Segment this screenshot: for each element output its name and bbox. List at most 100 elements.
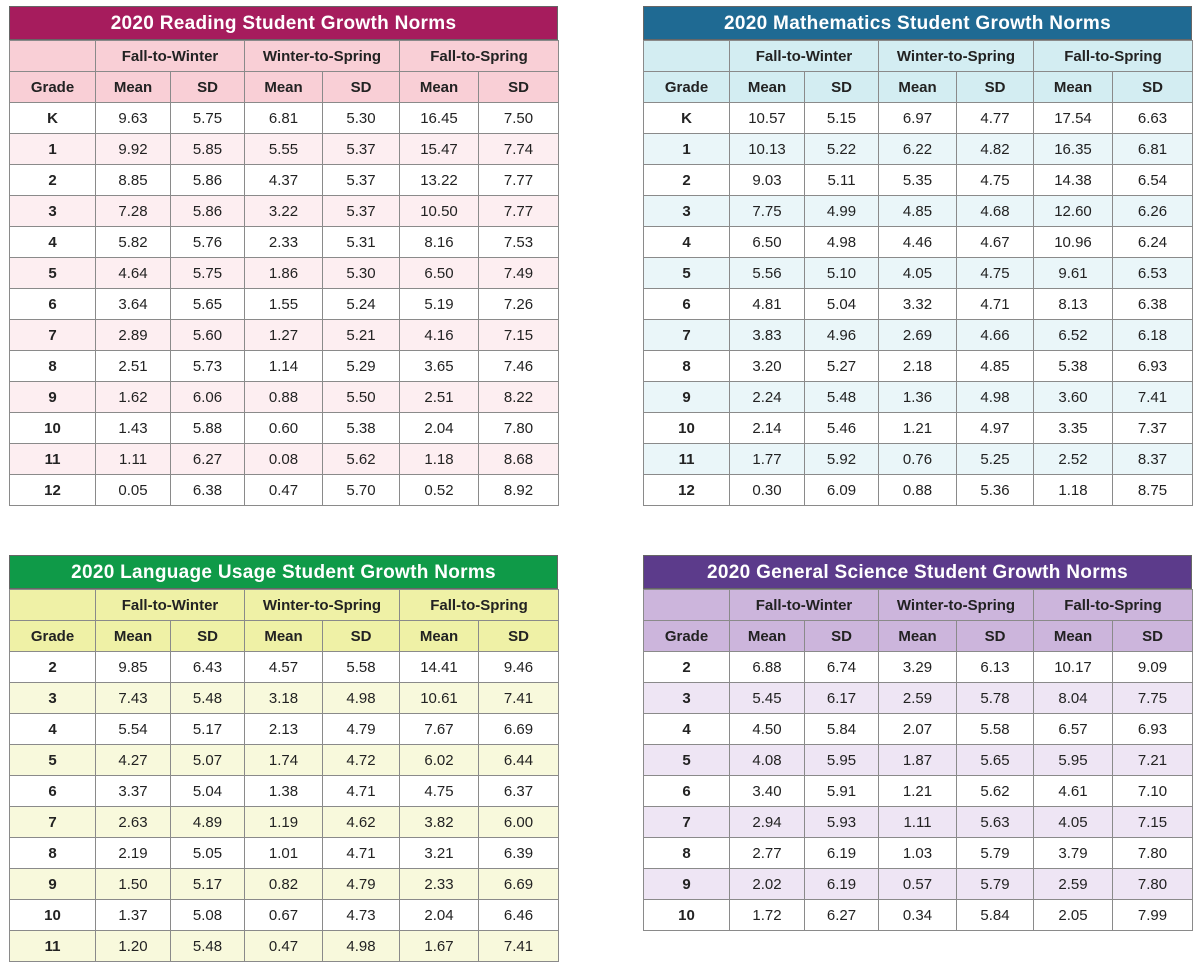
grade-cell: 3 — [9, 195, 96, 227]
data-row: 4 5.54 5.17 2.13 4.79 7.67 6.69 — [9, 713, 559, 745]
grade-cell: 8 — [9, 837, 96, 869]
value-cell: 4.05 — [878, 257, 957, 289]
value-cell: 4.61 — [1033, 775, 1113, 807]
data-row: 11 1.11 6.27 0.08 5.62 1.18 8.68 — [9, 443, 559, 475]
value-cell: 6.24 — [1112, 226, 1193, 258]
data-row: 12 0.30 6.09 0.88 5.36 1.18 8.75 — [643, 474, 1193, 506]
grade-cell: 9 — [9, 868, 96, 900]
grade-cell: 12 — [643, 474, 730, 506]
value-cell: 2.69 — [878, 319, 957, 351]
value-cell: 4.75 — [956, 164, 1034, 196]
grade-cell: 3 — [9, 682, 96, 714]
data-row: 5 4.08 5.95 1.87 5.65 5.95 7.21 — [643, 744, 1193, 776]
value-cell: 5.17 — [170, 868, 245, 900]
value-cell: 5.04 — [170, 775, 245, 807]
value-cell: 6.26 — [1112, 195, 1193, 227]
value-cell: 10.13 — [729, 133, 805, 165]
value-cell: 0.47 — [244, 474, 323, 506]
data-row: 10 2.14 5.46 1.21 4.97 3.35 7.37 — [643, 412, 1193, 444]
data-row: 8 2.51 5.73 1.14 5.29 3.65 7.46 — [9, 350, 559, 382]
value-cell: 7.37 — [1112, 412, 1193, 444]
data-row: 9 1.50 5.17 0.82 4.79 2.33 6.69 — [9, 868, 559, 900]
column-header: Mean — [878, 71, 957, 103]
group-header-row: Fall-to-Winter Winter-to-Spring Fall-to-Sp… — [9, 40, 559, 72]
value-cell: 7.41 — [478, 930, 559, 962]
value-cell: 4.64 — [95, 257, 171, 289]
data-row: 9 1.62 6.06 0.88 5.50 2.51 8.22 — [9, 381, 559, 413]
value-cell: 5.25 — [956, 443, 1034, 475]
value-cell: 9.03 — [729, 164, 805, 196]
value-cell: 1.11 — [878, 806, 957, 838]
value-cell: 6.19 — [804, 868, 879, 900]
value-cell: 4.05 — [1033, 806, 1113, 838]
value-cell: 6.13 — [956, 651, 1034, 683]
group-header: Winter-to-Spring — [244, 589, 400, 621]
value-cell: 4.98 — [804, 226, 879, 258]
value-cell: 4.82 — [956, 133, 1034, 165]
value-cell: 4.98 — [956, 381, 1034, 413]
value-cell: 6.38 — [170, 474, 245, 506]
value-cell: 5.88 — [170, 412, 245, 444]
data-row: 12 0.05 6.38 0.47 5.70 0.52 8.92 — [9, 474, 559, 506]
table-title: 2020 General Science Student Growth Norm… — [643, 555, 1192, 589]
value-cell: 4.71 — [322, 837, 400, 869]
value-cell: 8.16 — [399, 226, 479, 258]
column-header: Mean — [1033, 620, 1113, 652]
column-header: SD — [804, 71, 879, 103]
value-cell: 7.49 — [478, 257, 559, 289]
grade-cell: K — [643, 102, 730, 134]
group-header: Fall-to-Winter — [95, 589, 245, 621]
value-cell: 1.62 — [95, 381, 171, 413]
data-row: 7 3.83 4.96 2.69 4.66 6.52 6.18 — [643, 319, 1193, 351]
value-cell: 1.03 — [878, 837, 957, 869]
column-header: Mean — [244, 71, 323, 103]
column-header: SD — [478, 620, 559, 652]
value-cell: 5.31 — [322, 226, 400, 258]
value-cell: 6.69 — [478, 868, 559, 900]
value-cell: 6.74 — [804, 651, 879, 683]
value-cell: 2.05 — [1033, 899, 1113, 931]
value-cell: 2.52 — [1033, 443, 1113, 475]
value-cell: 2.63 — [95, 806, 171, 838]
grade-cell: 9 — [643, 868, 730, 900]
value-cell: 1.20 — [95, 930, 171, 962]
grade-cell: 8 — [643, 350, 730, 382]
grade-cell: 5 — [9, 744, 96, 776]
value-cell: 1.01 — [244, 837, 323, 869]
grade-cell: 3 — [643, 195, 730, 227]
value-cell: 5.62 — [956, 775, 1034, 807]
data-row: 6 3.37 5.04 1.38 4.71 4.75 6.37 — [9, 775, 559, 807]
value-cell: 5.24 — [322, 288, 400, 320]
table-body: Fall-to-Winter Winter-to-Spring Fall-to-Sp… — [9, 589, 559, 962]
norms-table: 2020 General Science Student Growth Norm… — [643, 555, 1193, 931]
value-cell: 3.35 — [1033, 412, 1113, 444]
value-cell: 8.68 — [478, 443, 559, 475]
value-cell: 2.02 — [729, 868, 805, 900]
value-cell: 7.80 — [478, 412, 559, 444]
value-cell: 6.81 — [244, 102, 323, 134]
value-cell: 4.75 — [399, 775, 479, 807]
grade-cell: 7 — [9, 806, 96, 838]
value-cell: 1.67 — [399, 930, 479, 962]
data-row: 4 4.50 5.84 2.07 5.58 6.57 6.93 — [643, 713, 1193, 745]
value-cell: 5.79 — [956, 868, 1034, 900]
value-cell: 6.93 — [1112, 350, 1193, 382]
value-cell: 3.32 — [878, 288, 957, 320]
group-header: Fall-to-Winter — [729, 589, 879, 621]
value-cell: 4.72 — [322, 744, 400, 776]
grade-cell: 7 — [9, 319, 96, 351]
data-row: 8 2.77 6.19 1.03 5.79 3.79 7.80 — [643, 837, 1193, 869]
value-cell: 6.18 — [1112, 319, 1193, 351]
grade-cell: 10 — [643, 412, 730, 444]
data-row: 2 9.85 6.43 4.57 5.58 14.41 9.46 — [9, 651, 559, 683]
value-cell: 5.07 — [170, 744, 245, 776]
value-cell: 4.57 — [244, 651, 323, 683]
column-header: SD — [956, 620, 1034, 652]
value-cell: 3.40 — [729, 775, 805, 807]
value-cell: 0.60 — [244, 412, 323, 444]
group-header-row: Fall-to-Winter Winter-to-Spring Fall-to-Sp… — [9, 589, 559, 621]
grade-cell: 11 — [643, 443, 730, 475]
value-cell: 4.62 — [322, 806, 400, 838]
value-cell: 4.98 — [322, 930, 400, 962]
value-cell: 7.41 — [478, 682, 559, 714]
